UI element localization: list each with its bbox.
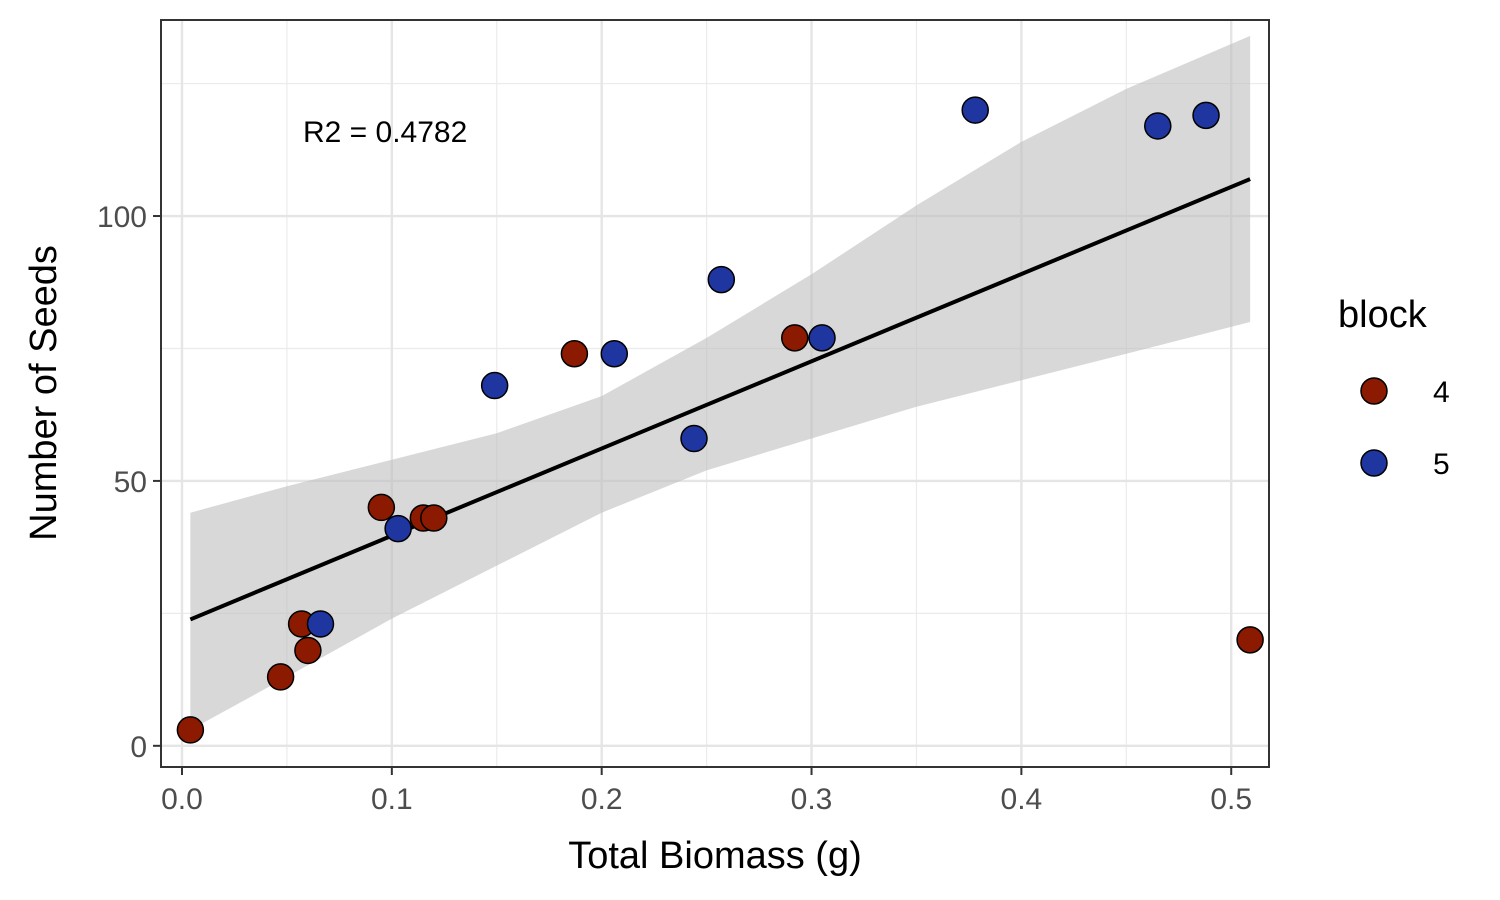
x-axis: 0.0 0.1 0.2 0.3 0.4 0.5 [161, 767, 1252, 816]
plot-panel-border [160, 19, 1270, 768]
x-tick-label: 0.3 [791, 783, 833, 816]
data-point-block-4 [780, 324, 809, 352]
legend-label-block-4: 4 [1433, 376, 1450, 409]
data-point-block-5 [480, 371, 509, 400]
data-point-block-4 [367, 493, 396, 522]
legend-title: block [1338, 294, 1428, 336]
x-tick-label: 0.2 [581, 783, 623, 816]
legend-entries: 45 [1360, 376, 1450, 481]
y-tick-label: 50 [114, 466, 147, 499]
data-point-block-5 [680, 424, 708, 453]
x-tick-label: 0.5 [1210, 783, 1252, 816]
data-point-block-5 [707, 265, 736, 294]
legend-key-block-4 [1360, 377, 1388, 405]
r2-annotation: R2 = 0.4782 [303, 116, 467, 149]
x-tick-label: 0.4 [1001, 783, 1043, 816]
data-point-block-4 [560, 340, 589, 368]
data-point-block-5 [384, 514, 412, 543]
data-points [176, 96, 1264, 744]
data-point-block-4 [420, 504, 448, 532]
confidence-band [190, 35, 1251, 730]
data-point-block-5 [1144, 112, 1172, 140]
data-point-block-5 [1192, 101, 1220, 130]
y-tick-label: 100 [97, 201, 147, 234]
data-point-block-4 [176, 716, 205, 744]
data-point-block-5 [600, 340, 629, 368]
y-axis-title: Number of Seeds [23, 245, 65, 541]
legend: block 45 [1338, 294, 1450, 481]
x-tick-label: 0.0 [161, 783, 203, 816]
regression-line [189, 177, 1251, 622]
data-point-block-5 [961, 96, 989, 124]
legend-label-block-5: 5 [1433, 448, 1450, 481]
x-axis-title: Total Biomass (g) [568, 835, 862, 877]
data-point-block-4 [1236, 626, 1264, 654]
legend-key-block-5 [1360, 449, 1388, 477]
x-tick-label: 0.1 [371, 783, 413, 816]
data-point-block-4 [266, 663, 295, 691]
y-tick-label: 0 [130, 731, 147, 764]
y-axis: 0 50 100 [97, 201, 161, 764]
data-point-block-4 [294, 636, 322, 665]
data-point-block-5 [808, 324, 836, 352]
data-point-block-5 [306, 610, 335, 638]
